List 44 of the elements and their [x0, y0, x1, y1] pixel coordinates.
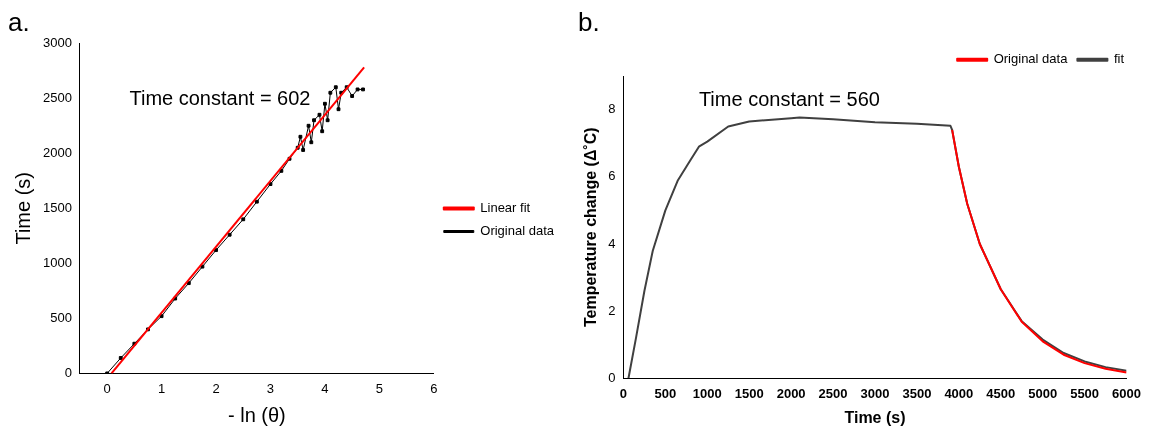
x-tick-label: 1 — [157, 380, 166, 396]
y-tick-label: 500 — [50, 309, 72, 325]
x-tick-label: 4 — [321, 380, 329, 396]
legend-label: fit — [1113, 51, 1125, 67]
x-tick-label: 3 — [266, 380, 275, 396]
x-tick-label: 1000 — [692, 385, 722, 401]
y-axis-title: Temperature change (Δ˚C) — [582, 127, 600, 328]
x-axis-title: Time (s) — [844, 408, 906, 426]
y-tick-label: 8 — [608, 101, 616, 117]
y-tick-label: 4 — [608, 235, 616, 251]
x-axis-title: - ln (θ) — [227, 403, 286, 426]
x-tick-label: 500 — [654, 385, 677, 401]
chart-title: b. — [578, 6, 600, 37]
x-tick-label: 3500 — [902, 385, 932, 401]
x-tick-label: 2000 — [776, 385, 806, 401]
x-tick-label: 3000 — [860, 385, 890, 401]
y-tick-label: 1000 — [43, 254, 72, 270]
x-tick-label: 4000 — [944, 385, 974, 401]
x-tick-label: 4500 — [986, 385, 1016, 401]
x-tick-label: 6 — [430, 380, 438, 396]
x-tick-label: 1500 — [734, 385, 764, 401]
x-tick-label: 6000 — [1112, 385, 1141, 401]
x-tick-label: 2 — [212, 380, 220, 396]
y-tick-label: 2500 — [43, 89, 72, 105]
y-tick-label: 3000 — [43, 34, 72, 50]
y-tick-label: 2 — [608, 302, 616, 318]
legend-label: Linear fit — [480, 200, 531, 216]
x-tick-label: 5000 — [1028, 385, 1058, 401]
x-tick-label: 2500 — [818, 385, 848, 401]
y-tick-label: 2000 — [43, 144, 72, 160]
y-tick-label: 0 — [64, 364, 72, 380]
y-tick-label: 0 — [608, 369, 616, 385]
y-tick-label: 1500 — [43, 199, 72, 215]
y-tick-label: 6 — [608, 168, 616, 184]
y-axis-title: Time (s) — [11, 172, 34, 245]
x-tick-label: 0 — [103, 380, 111, 396]
chart-title: a. — [8, 6, 30, 37]
annotation: Time constant = 602 — [129, 86, 311, 109]
x-tick-label: 0 — [619, 385, 628, 401]
annotation: Time constant = 560 — [698, 87, 880, 110]
legend-label: Original data — [480, 223, 555, 239]
legend-label: Original data — [993, 51, 1069, 67]
x-tick-label: 5500 — [1070, 385, 1100, 401]
x-tick-label: 5 — [375, 380, 383, 396]
